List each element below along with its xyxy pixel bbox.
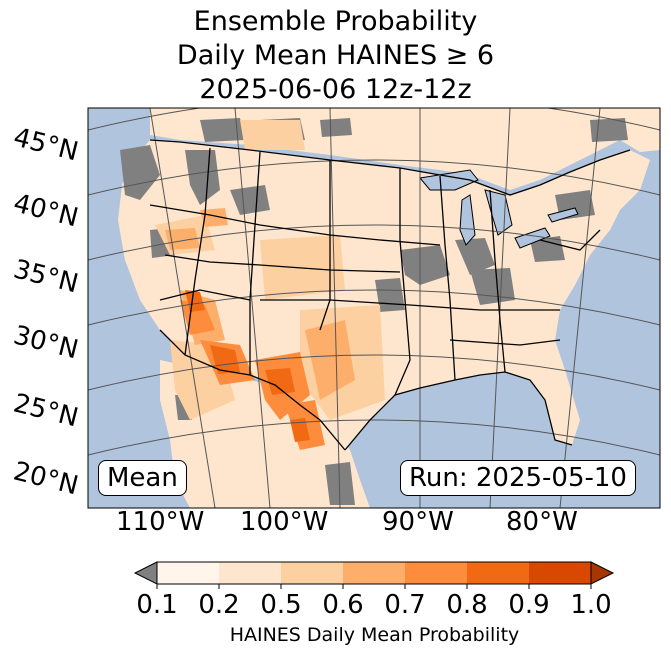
latitude-line xyxy=(88,159,660,196)
map-area xyxy=(88,108,660,508)
latitude-line xyxy=(88,354,660,391)
title-line-2: Daily Mean HAINES ≥ 6 xyxy=(176,40,495,71)
longitude-line xyxy=(149,108,216,508)
title-line-3: 2025-06-06 12z-12z xyxy=(199,74,472,105)
state-border xyxy=(319,160,331,331)
probability-region xyxy=(320,118,352,137)
longitude-line xyxy=(559,108,601,508)
latitude-line xyxy=(88,108,660,131)
colorbar-segment xyxy=(343,562,405,584)
colorbar-tick-4: 0.7 xyxy=(384,590,426,620)
probability-region xyxy=(325,462,355,505)
probability-region xyxy=(590,118,628,142)
probability-region xyxy=(290,418,310,442)
colorbar-under-arrow xyxy=(133,561,158,585)
colorbar-outline xyxy=(156,561,592,585)
state-border xyxy=(159,289,251,301)
colorbar-segment xyxy=(467,562,529,584)
colorbar-tick-0: 0.1 xyxy=(136,590,178,620)
colorbar-tick-5: 0.8 xyxy=(446,590,488,620)
graticule xyxy=(88,108,660,508)
probability-region xyxy=(240,120,305,150)
state-border xyxy=(260,299,560,311)
probability-region xyxy=(200,208,228,227)
colorbar-tick-7: 1.0 xyxy=(570,590,612,620)
probability-region xyxy=(210,345,240,374)
colorbar-over-arrow xyxy=(590,561,615,585)
map-frame xyxy=(87,107,661,509)
state-border xyxy=(164,254,401,273)
lon-label-110w: 110°W xyxy=(116,507,205,537)
colorbar-segment xyxy=(405,562,467,584)
colorbar-tick-6: 0.9 xyxy=(508,590,550,620)
state-border xyxy=(249,151,261,375)
colorbar-segment xyxy=(219,562,281,584)
state-border xyxy=(159,329,346,451)
state-border xyxy=(539,229,601,251)
state-border xyxy=(449,339,561,346)
statistic-label: Mean xyxy=(98,460,187,496)
probability-region xyxy=(185,290,205,312)
probability-region xyxy=(120,145,160,200)
probability-region xyxy=(530,236,565,262)
probability-region xyxy=(185,150,220,205)
lon-label-80w: 80°W xyxy=(506,507,578,537)
probability-region xyxy=(400,245,450,285)
probability-region xyxy=(265,368,295,395)
longitude-line xyxy=(489,108,511,508)
title-line-1: Ensemble Probability xyxy=(193,6,478,37)
probability-region xyxy=(470,268,515,305)
probability-region xyxy=(305,320,355,400)
lon-label-90w: 90°W xyxy=(382,507,454,537)
probability-field xyxy=(120,118,628,505)
probability-region xyxy=(200,118,245,142)
colorbar xyxy=(133,561,615,589)
colorbar-segment xyxy=(529,562,591,584)
colorbar-segment xyxy=(281,562,343,584)
state-border xyxy=(394,168,411,396)
colorbar-label: HAINES Daily Mean Probability xyxy=(229,624,520,646)
lon-label-100w: 100°W xyxy=(240,507,329,537)
state-border xyxy=(489,189,506,373)
state-border xyxy=(149,139,631,196)
great-lakes xyxy=(419,169,579,249)
state-border xyxy=(184,147,211,356)
probability-region xyxy=(230,185,270,215)
colorbar-segment xyxy=(157,562,219,584)
state-border xyxy=(344,371,573,451)
probability-region xyxy=(165,228,200,250)
latitude-line xyxy=(88,419,660,456)
colorbar-tick-2: 0.5 xyxy=(260,590,302,620)
latitude-line xyxy=(88,224,660,261)
longitude-line xyxy=(234,108,271,508)
probability-region xyxy=(455,238,495,275)
colorbar-tick-3: 0.6 xyxy=(322,590,364,620)
state-border xyxy=(149,204,441,246)
colorbar-tick-1: 0.2 xyxy=(198,590,240,620)
state-borders xyxy=(149,139,631,451)
run-date-label: Run: 2025-05-10 xyxy=(400,460,636,496)
